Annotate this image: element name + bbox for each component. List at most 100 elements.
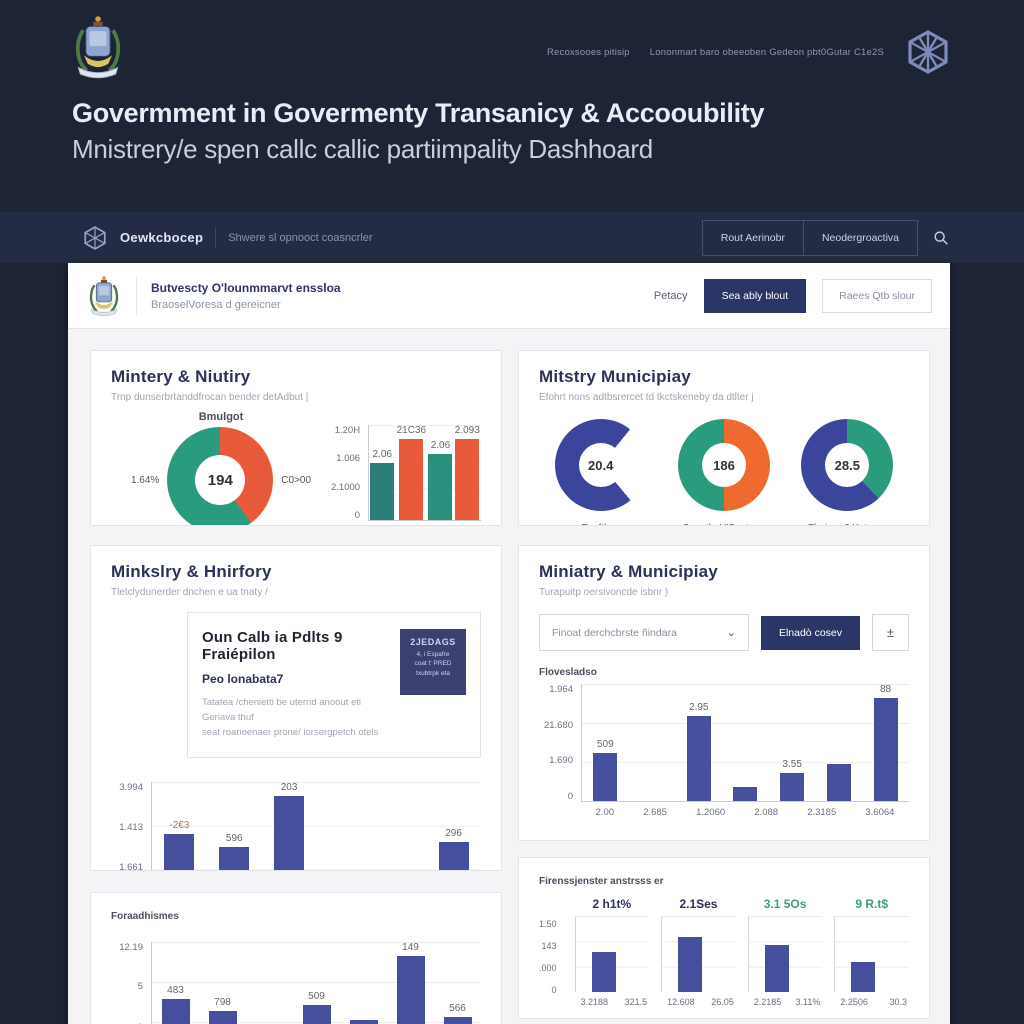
- card-ministry-municipality-donuts: Mitstry Municipiay Efohrt nons adtbsrerc…: [518, 350, 930, 526]
- card2-title: Mitstry Municipiay: [539, 367, 691, 386]
- donut-caption: Ecaftlary: [555, 523, 647, 525]
- navbar-tagline: Shwere sl opnooct coasncrler: [228, 231, 373, 244]
- bar-value-label: 798: [214, 997, 231, 1008]
- bar: [733, 786, 758, 801]
- header-secondary-button[interactable]: Raees Qtb slour: [822, 278, 932, 313]
- bar-slot: 2.95: [686, 684, 711, 801]
- navbar-menu-group: Rout Aerinobr Neodergroactiva: [701, 219, 918, 256]
- y-tick-label: 1.690: [549, 755, 573, 767]
- x-tick-label: 2.3185: [807, 807, 837, 818]
- card4-subtitle: Turapuitp oersivoncde isbnr ): [539, 587, 669, 598]
- mini-panel-title: 2 h1t%: [592, 897, 632, 911]
- sort-icon-button[interactable]: ±: [872, 614, 909, 651]
- x-tick-label: 2.00: [595, 807, 615, 818]
- open-call-info-box: Oun Calb ia Pdlts 9 Fraiépilon Peo lonab…: [187, 612, 481, 758]
- navbar-actions: Rout Aerinobr Neodergroactiva: [701, 219, 950, 256]
- bar-slot: [256, 942, 284, 1024]
- card5-bar-chart: 12.19 5 1 483 798 509 149 566: [111, 942, 481, 1024]
- y-tick-label: 0: [567, 790, 573, 802]
- mini-panel-x-labels: 3.2188 321.5: [580, 997, 648, 1007]
- card-mini-sparkline-panels: Firenssjenster anstrsss er 1.50 143.000 0 …: [518, 857, 930, 1019]
- header-primary-button[interactable]: Sea ably blout: [703, 278, 807, 313]
- bar-slot: [764, 916, 789, 992]
- bar: [678, 937, 703, 992]
- y-axis-ticks: 12.19 5 1: [119, 942, 143, 1024]
- bar-slot: 88: [873, 684, 898, 801]
- dashboard-container: Butvescty O'lounmmarvt enssloa BraoselVo…: [68, 263, 950, 1024]
- bar: [591, 951, 616, 992]
- bar: [873, 698, 898, 801]
- card3-title: Minkslry & Hnirfory: [111, 562, 272, 581]
- page-title: Govermment in Govermenty Transanicy & Ac…: [72, 98, 765, 165]
- bar-slot: 203: [274, 782, 305, 870]
- mini-panel-title: 2.1Ses: [679, 897, 718, 911]
- mini-panel-x-labels: 2.2185 3.11%: [753, 997, 821, 1007]
- card-forecast-chart: Foraadhismes 12.19 5 1 483 798 509 149 566: [90, 892, 502, 1024]
- donut-left-label: 1.64%: [130, 474, 160, 486]
- bar: [370, 463, 395, 520]
- donut-caption: Fheiros 6 Katarse: [801, 523, 893, 525]
- navbar-brand-text[interactable]: Oewkcbocep: [120, 230, 204, 245]
- donut-block-3: 28.5 Fheiros 6 Katarse: [801, 419, 894, 525]
- header-link[interactable]: Petacy: [653, 289, 688, 302]
- dashboard-header-bar: Butvescty O'lounmmarvt enssloa BraoselVo…: [68, 263, 950, 329]
- card-ministry-history: Minkslry & Hnirfory Tletclydunerder dnch…: [90, 545, 502, 871]
- hero-link-2[interactable]: Lononmart baro obeeoben Gedeon pbt0Gutar…: [649, 46, 884, 58]
- bar-slot: [349, 942, 378, 1024]
- nav-item-1[interactable]: Rout Aerinobr: [720, 231, 785, 244]
- government-crest-logo: [70, 12, 126, 82]
- page-title-line1: Govermment in Govermenty Transanicy & Ac…: [72, 98, 765, 128]
- budget-donut-chart: 194: [167, 427, 274, 525]
- page-title-line2: Mnistrery/e spen callc callic partiimpal…: [72, 134, 653, 164]
- y-axis-ticks: 1.20H 1.006 2.1000 0: [331, 425, 368, 521]
- hero-top-links: Recoxsooes pitisip Lononmart baro obeeob…: [547, 28, 952, 76]
- bar-value-label: 2.093: [454, 425, 480, 436]
- donut-caption: Senetle U'Suotneo: [678, 523, 770, 525]
- bar-slot: 566: [443, 942, 472, 1024]
- bar-slot: [826, 684, 851, 801]
- bar-value-label: 566: [449, 1003, 466, 1014]
- mini-panel-x-labels: 12.608 26.05: [667, 997, 734, 1007]
- y-tick-label: 2.1000: [331, 481, 361, 493]
- y-tick-label: 3.994: [119, 781, 143, 793]
- apply-filter-button[interactable]: Elnadò cosev: [760, 615, 860, 650]
- bar: [593, 753, 618, 801]
- bar: [780, 772, 805, 801]
- org-name-line1: Butvescty O'lounmmarvt enssloa: [151, 280, 341, 295]
- header-divider: [136, 276, 137, 315]
- header-actions: Petacy Sea ably blout Raees Qtb slour: [653, 278, 932, 313]
- bar-value-label: 509: [597, 739, 614, 751]
- mini-panel-title: 9 R.t$: [855, 897, 889, 911]
- card4-bar-chart: 1.964 21.680 1.690 0 509 2.95 3.55 88 2.00 2.68…: [539, 684, 909, 818]
- bar-slot: 483: [161, 942, 190, 1024]
- donut-label: Bmulgot: [198, 411, 244, 423]
- info-box-heading: Oun Calb ia Pdlts 9 Fraiépilon: [202, 629, 343, 663]
- donut-center-value: 20.4: [578, 443, 623, 487]
- bar-slot: [733, 684, 758, 801]
- bar: [764, 944, 789, 992]
- bar-value-label: 509: [308, 991, 325, 1002]
- hexagon-logo: [904, 28, 952, 76]
- bar-slot: 296: [438, 782, 469, 870]
- search-icon[interactable]: [932, 229, 950, 247]
- hero-link-1[interactable]: Recoxsooes pitisip: [546, 46, 630, 58]
- bar-slot: 546: [384, 782, 414, 870]
- bar: [349, 1020, 378, 1024]
- mini-panel-2: 2.1Ses 12.608 26.05: [661, 897, 736, 1007]
- nav-item-2[interactable]: Neodergroactiva: [802, 220, 917, 255]
- filter-select-value: Finoat derchcbrste ñindara: [552, 626, 677, 639]
- card3-subtitle: Tletclydunerder dnchen e ua tnaty /: [111, 587, 268, 598]
- org-name-line2: BraoselVoresa d gereicner: [151, 298, 281, 311]
- y-tick-label: 1.413: [119, 821, 143, 833]
- y-tick-label: 0: [354, 509, 361, 521]
- donut-center-value: 186: [701, 443, 746, 487]
- navbar: Oewkcbocep Shwere sl opnooct coasncrler …: [0, 212, 1024, 263]
- bar: [208, 1011, 237, 1024]
- bar: [164, 833, 195, 870]
- y-axis-ticks: 1.50 143 .000 0: [539, 919, 563, 995]
- y-tick-label: .000: [539, 963, 557, 973]
- filter-select[interactable]: Finoat derchcbrste ñindara ⌄: [539, 614, 749, 651]
- card4-title: Miniatry & Municipiay: [539, 562, 718, 581]
- card-ministry-municipality-filter: Miniatry & Municipiay Turapuitp oersivon…: [518, 545, 930, 841]
